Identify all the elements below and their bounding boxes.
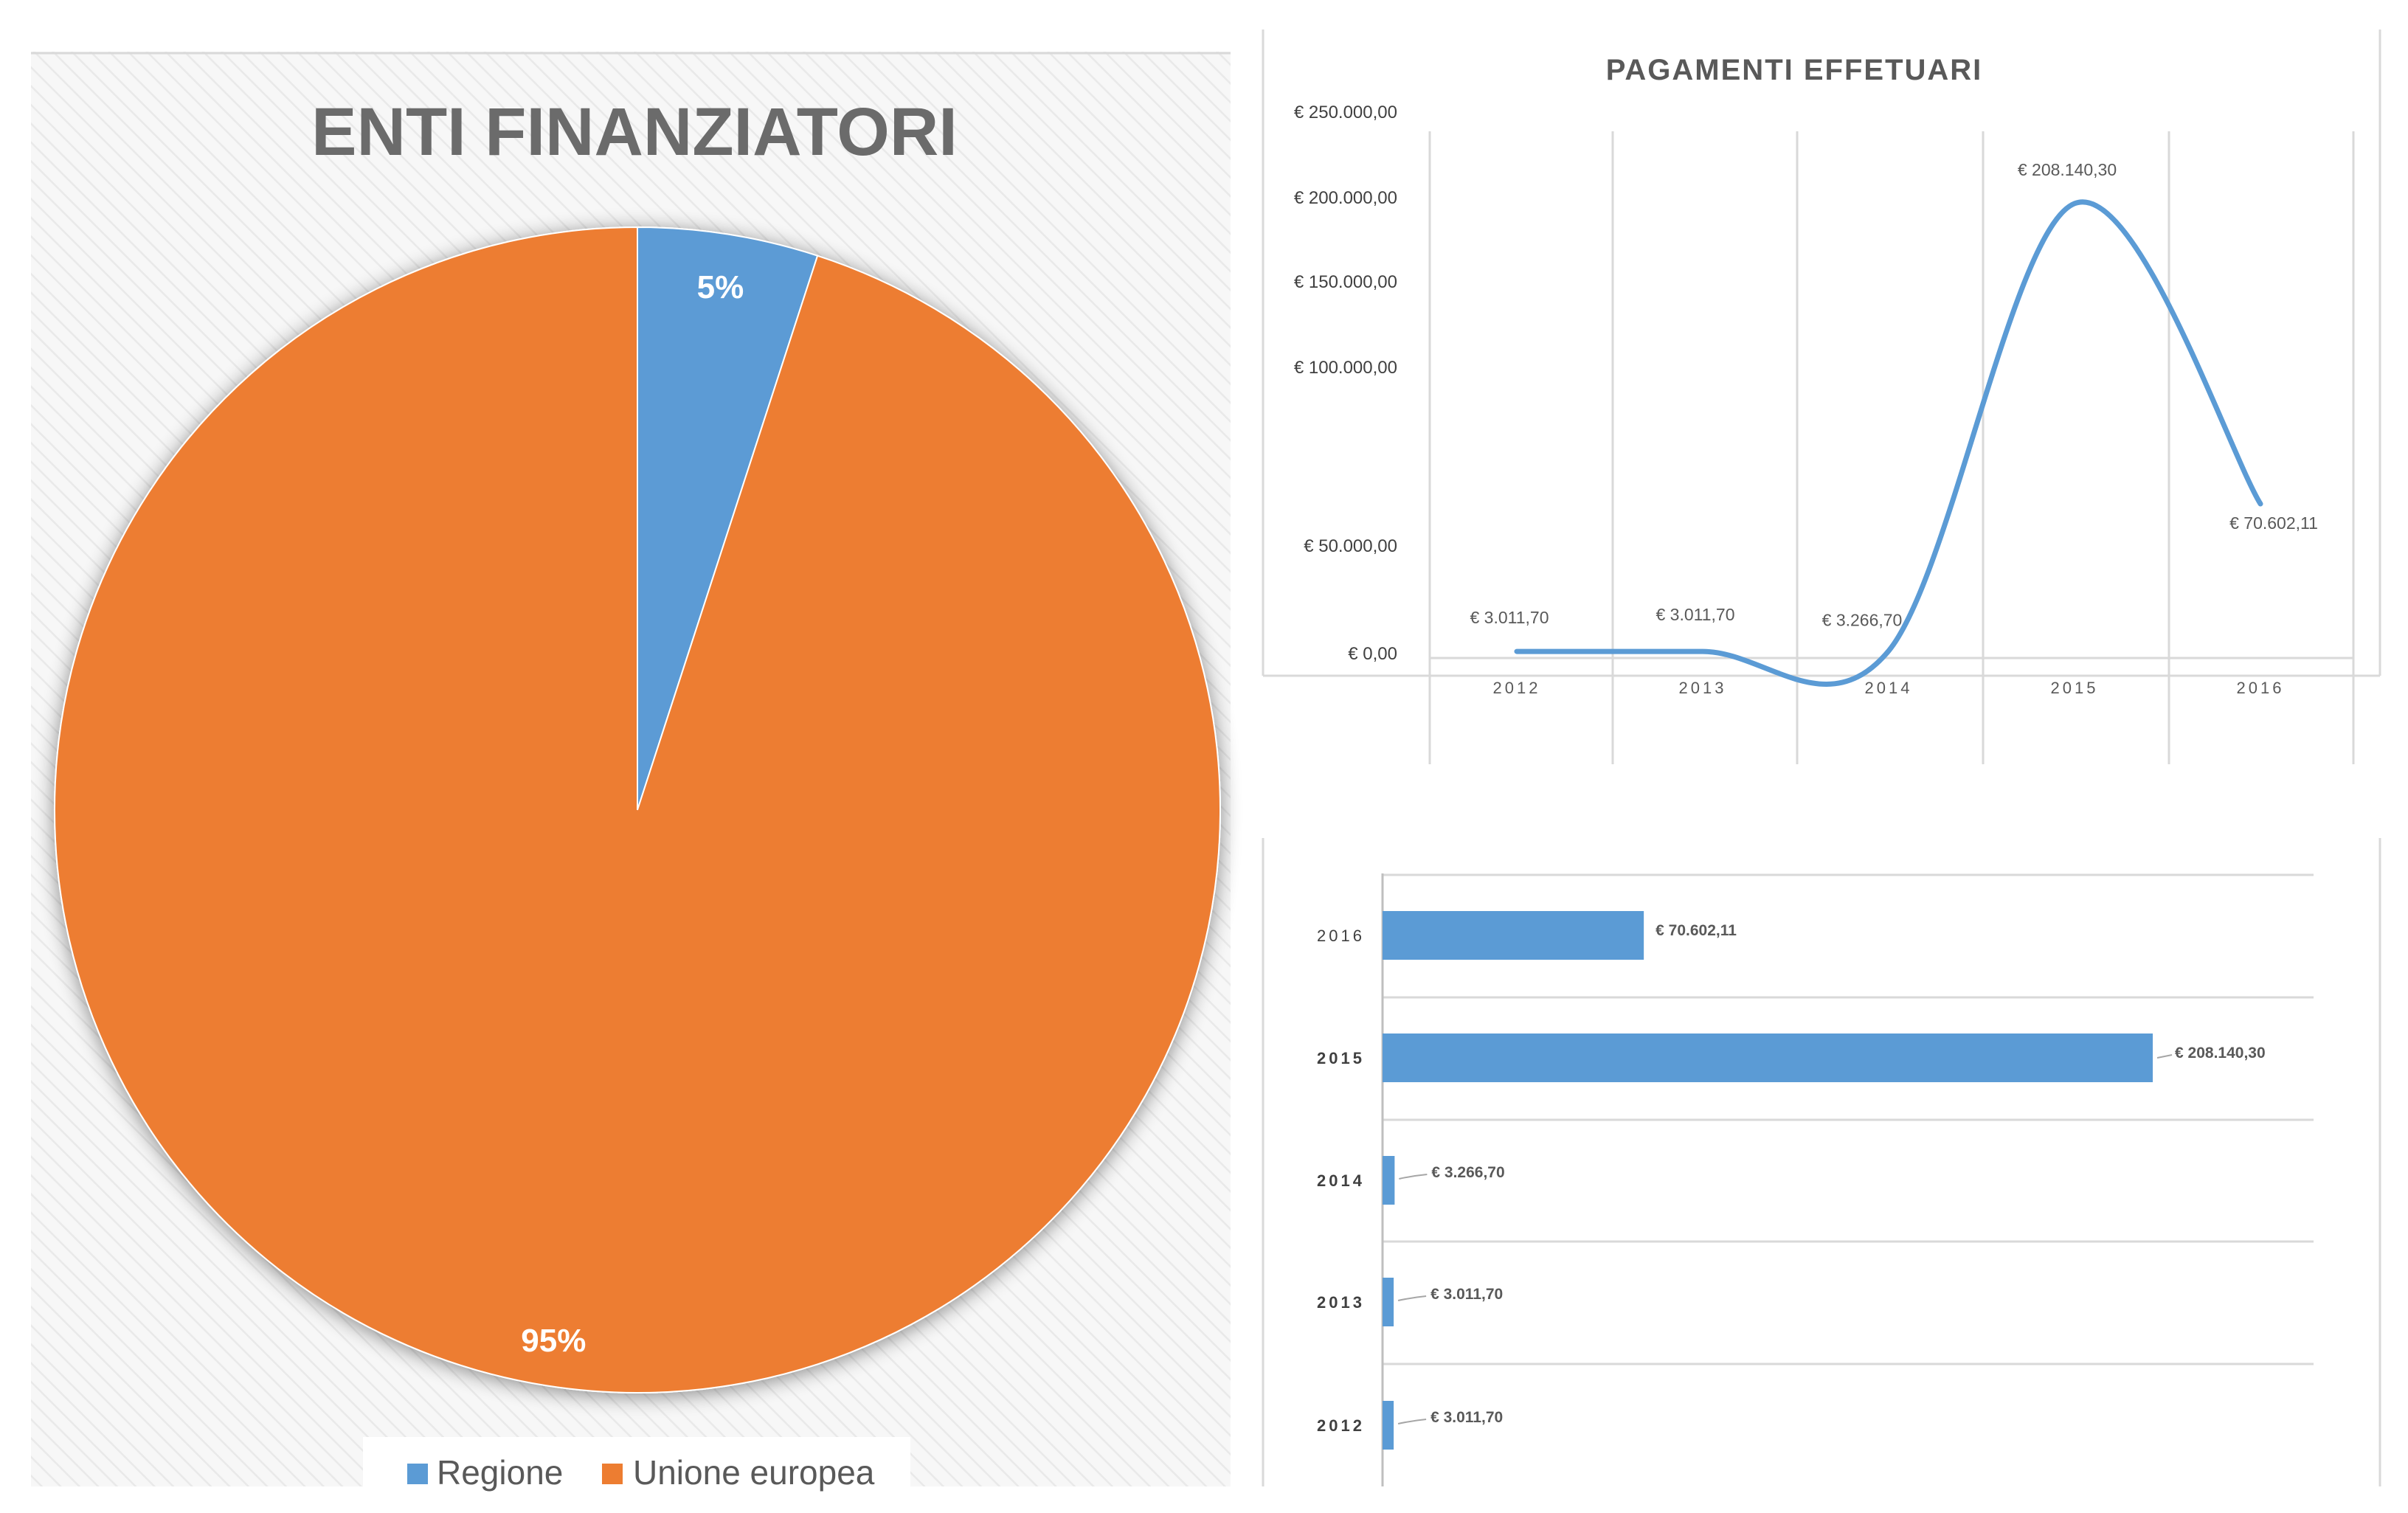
line-chart-data-labels: € 3.011,70 € 3.011,70 € 3.266,70 € 208.140,… [1470,160,2317,629]
line-x-tick-label: 2012 [1493,679,1541,697]
line-series-pagamenti [1514,199,2263,687]
bar-leader-line [2156,1054,2173,1059]
legend-swatch-regione [407,1464,428,1484]
pie-slices-group [54,226,1221,1393]
bar-2014 [1383,1156,1395,1205]
legend-swatch-unione-europea [602,1464,623,1484]
line-y-tick-label: € 200.000,00 [1294,188,1397,208]
bar-2016 [1383,911,1644,960]
line-chart-y-axis: € 250.000,00 € 200.000,00 € 150.000,00 € 10… [1294,103,1397,664]
pie-slice-regione [637,226,819,811]
legend-label-unione-europea: Unione europea [633,1453,875,1492]
line-y-tick-label: € 0,00 [1348,644,1397,664]
pie-slice-label-regione: 5% [697,269,744,305]
line-data-label: € 3.011,70 [1656,605,1734,624]
bar-chart-panel: 2016 € 70.602,11 2015 € 208.140,30 2014 € 3.2… [1262,838,2381,1486]
line-x-tick-label: 2015 [2051,679,2099,697]
bar-2012 [1383,1401,1394,1450]
line-x-tick-label: 2016 [2237,679,2285,697]
line-chart-title: PAGAMENTI EFFETUARI [1606,54,1983,86]
pie-legend-background [363,1437,910,1487]
line-y-tick-label: € 250.000,00 [1294,103,1397,122]
bar-leader-line [1397,1295,1427,1301]
bar-chart-gridlines [1383,873,2314,1365]
line-y-tick-label: € 100.000,00 [1294,358,1397,378]
bar-data-label: € 3.011,70 [1430,1286,1503,1303]
bar-data-label: € 70.602,11 [1656,922,1737,939]
bar-leader-line [1399,1174,1428,1180]
bar-category-label: 2012 [1317,1416,1365,1435]
bar-category-label: 2015 [1317,1049,1365,1067]
line-data-label: € 70.602,11 [2229,513,2318,533]
bar-chart-bars: 2016 € 70.602,11 2015 € 208.140,30 2014 € 3.2… [1317,911,2266,1450]
bar-2013 [1383,1278,1394,1326]
line-data-label: € 3.266,70 [1822,610,1903,629]
line-data-label: € 208.140,30 [2018,160,2117,179]
line-y-tick-label: € 150.000,00 [1294,272,1397,292]
bar-data-label: € 208.140,30 [2175,1045,2266,1062]
bar-data-label: € 3.011,70 [1430,1409,1503,1426]
line-data-label: € 3.011,70 [1470,608,1549,627]
line-chart-panel: PAGAMENTI EFFETUARI € 250.000,00 € 200.00… [1262,30,2381,764]
line-x-tick-label: 2013 [1679,679,1727,697]
pie-legend: Regione Unione europea [363,1437,910,1492]
line-x-tick-label: 2014 [1865,679,1913,697]
bar-category-label: 2013 [1317,1293,1365,1312]
pie-slice-label-unione-europea: 95% [521,1323,586,1359]
line-y-tick-label: € 50.000,00 [1304,536,1397,556]
bar-category-label: 2014 [1317,1171,1365,1190]
bar-category-label: 2016 [1317,927,1365,945]
pie-chart-title: ENTI FINANZIATORI [311,94,958,170]
bar-2015 [1383,1034,2153,1082]
pie-slice-unione-europea [54,226,1221,1393]
line-chart-x-axis: 2012 2013 2014 2015 2016 [1493,679,2285,697]
legend-label-regione: Regione [437,1453,563,1492]
bar-data-label: € 3.266,70 [1431,1164,1504,1181]
line-chart-gridlines [1428,131,2355,764]
bar-leader-line [1397,1419,1427,1424]
pie-chart-panel: ENTI FINANZIATORI 5% 95% Regione Unione … [31,52,1231,1492]
